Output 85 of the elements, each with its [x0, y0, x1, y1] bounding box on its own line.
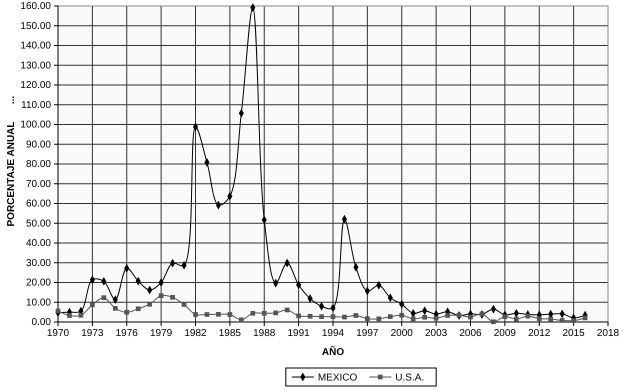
y-tick-label: 60.00	[26, 198, 52, 210]
point	[388, 314, 393, 320]
x-tick-label: 2015	[562, 328, 586, 340]
x-tick-label: 1976	[116, 328, 138, 340]
text: ...	[6, 96, 17, 104]
point	[571, 318, 576, 323]
point	[468, 314, 473, 320]
point	[536, 316, 542, 321]
y-tick-label: 70.00	[26, 178, 52, 190]
point	[170, 294, 175, 300]
point	[56, 308, 60, 314]
x-tick-label: 2006	[459, 328, 482, 340]
point	[422, 314, 428, 320]
point	[319, 314, 324, 320]
y-tick-label: 10.00	[26, 297, 52, 308]
point	[330, 314, 336, 320]
point	[296, 314, 301, 318]
point	[491, 319, 496, 324]
y-tick-label: 100.00	[20, 120, 52, 131]
point	[238, 317, 244, 322]
x-tick-label: 2000	[390, 328, 414, 340]
point	[182, 302, 186, 307]
point	[262, 310, 267, 316]
point	[548, 316, 554, 322]
point	[136, 306, 141, 312]
x-tick-label: 1991	[288, 328, 310, 340]
x-tick-label: 1988	[253, 328, 276, 340]
point	[78, 312, 84, 318]
point	[410, 316, 416, 322]
point	[525, 314, 530, 318]
point	[124, 310, 130, 315]
x-tick-label: 2009	[494, 328, 516, 340]
point	[273, 310, 278, 316]
point	[228, 312, 232, 317]
point	[434, 316, 438, 321]
point	[216, 312, 221, 317]
point	[582, 316, 588, 320]
x-tick-label: 2018	[596, 328, 620, 340]
y-tick-label: 90.00	[26, 139, 52, 150]
point	[101, 295, 106, 300]
point	[158, 293, 164, 298]
point	[147, 302, 152, 307]
point	[399, 312, 404, 318]
y-tick-label: 30.00	[26, 258, 52, 269]
y-tick-label: 40.00	[26, 238, 52, 250]
point	[67, 313, 72, 318]
point	[308, 314, 312, 319]
point	[376, 316, 382, 322]
y-tick-label: 110.00	[21, 100, 52, 111]
x-tick-label: 1982	[184, 328, 208, 340]
y-tick-label: 160.00	[20, 1, 52, 12]
y-tick-label: 130.00	[20, 60, 52, 72]
x-tick-label: 1997	[356, 328, 379, 340]
point	[342, 314, 347, 320]
point	[193, 312, 198, 317]
point	[560, 318, 565, 323]
point	[250, 310, 256, 316]
y-tick-label: 150.00	[20, 20, 52, 32]
x-tick-label: 1970	[46, 328, 70, 340]
point	[445, 313, 450, 318]
x-tick-label: 1994	[322, 328, 345, 340]
point	[365, 316, 370, 321]
y-tick-label: 50.00	[26, 218, 52, 230]
y-tick-label: 20.00	[26, 278, 52, 289]
y-tick-label: 80.00	[26, 159, 52, 170]
x-tick-label: 2012	[528, 328, 551, 340]
y-axis-title: PORCENTAJE ANUAL	[6, 121, 17, 227]
x-axis-title: AÑO	[322, 346, 344, 358]
x-tick-label: 2003	[425, 328, 448, 340]
point	[354, 313, 358, 318]
x-tick-label: 1973	[81, 328, 104, 340]
point	[204, 312, 210, 317]
x-tick-label: 1979	[150, 328, 173, 340]
point	[480, 312, 484, 316]
y-tick-label: 0.00	[32, 317, 52, 328]
legend-label: U.S.A.	[395, 372, 424, 384]
point	[112, 306, 118, 311]
point	[284, 308, 290, 312]
y-tick-label: 120.00	[20, 80, 52, 92]
point	[502, 314, 508, 320]
point	[514, 316, 519, 322]
point	[90, 302, 95, 308]
legend-label: MEXICO	[318, 372, 358, 384]
x-tick-label: 1985	[218, 328, 242, 340]
y-tick-label: 140.00	[20, 40, 52, 52]
